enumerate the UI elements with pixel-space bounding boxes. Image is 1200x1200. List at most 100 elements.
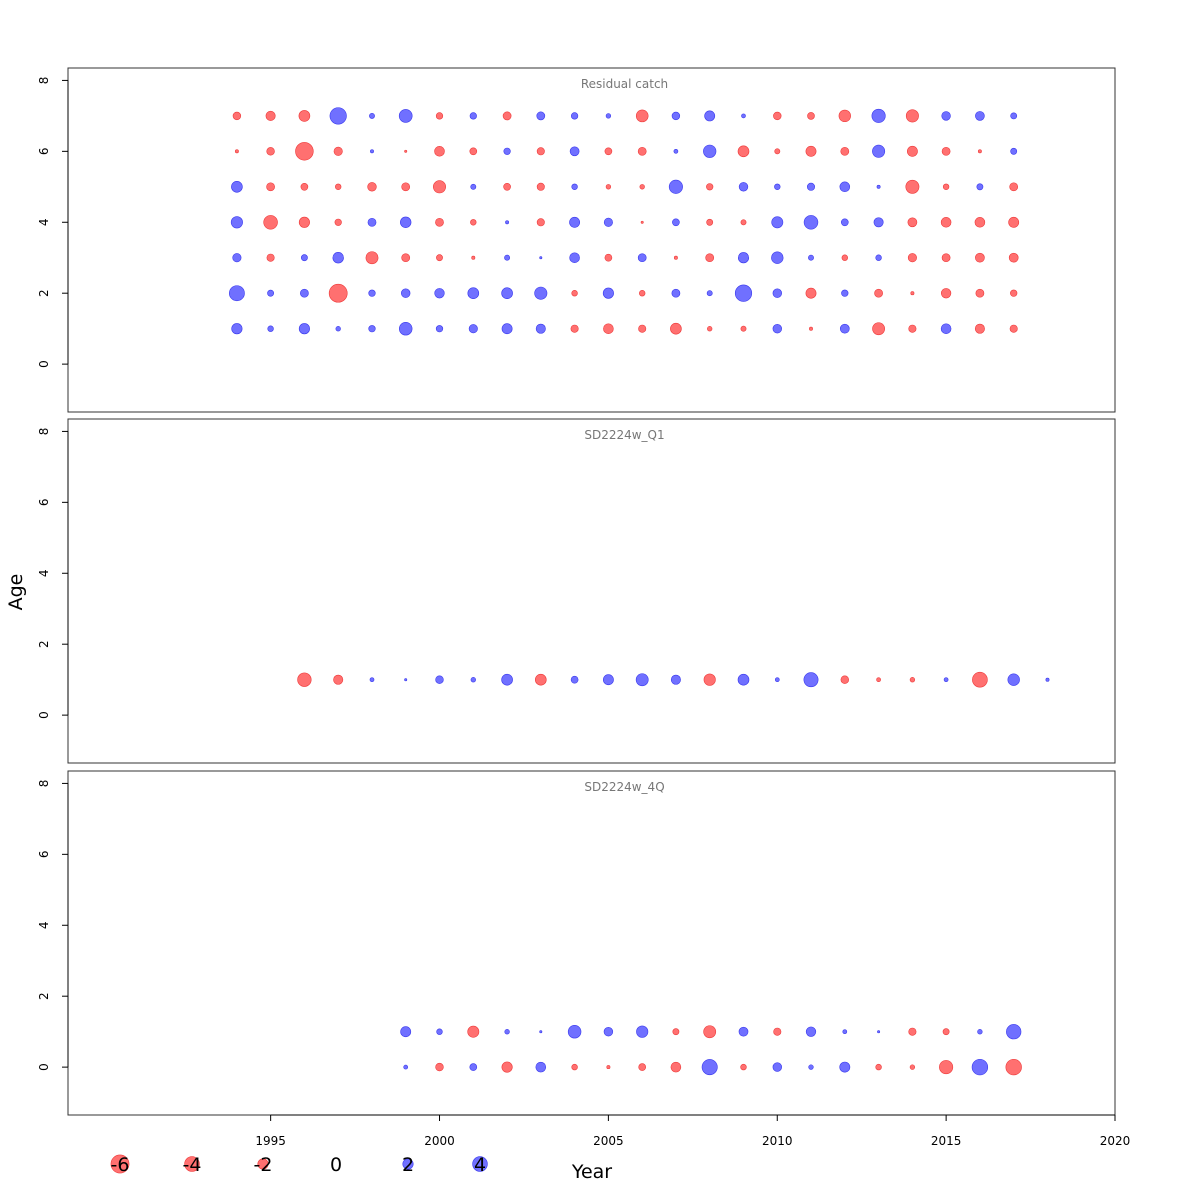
residual-bubble bbox=[1008, 216, 1020, 228]
residual-bubble bbox=[774, 183, 781, 190]
residual-bubble bbox=[871, 108, 886, 123]
residual-bubble bbox=[567, 1024, 582, 1039]
residual-bubble bbox=[840, 218, 849, 227]
residual-bubble bbox=[907, 253, 917, 263]
residual-bubble bbox=[400, 216, 412, 228]
residual-bubble bbox=[638, 324, 647, 333]
residual-bubble bbox=[504, 254, 511, 261]
y-tick-label: 0 bbox=[37, 360, 51, 368]
residual-bubble bbox=[435, 325, 444, 333]
residual-bubble bbox=[637, 253, 647, 263]
residual-bubble bbox=[501, 323, 513, 335]
residual-bubble bbox=[672, 218, 680, 227]
residual-bubble bbox=[942, 1028, 950, 1036]
residual-bubble bbox=[536, 182, 545, 191]
y-tick-label: 4 bbox=[37, 218, 51, 226]
residual-bubble bbox=[703, 144, 717, 158]
residual-bubble bbox=[1007, 673, 1020, 686]
residual-bubble bbox=[805, 145, 817, 157]
residual-bubble bbox=[939, 1060, 954, 1075]
residual-bubble bbox=[940, 288, 952, 299]
y-tick-label: 2 bbox=[37, 992, 51, 1000]
residual-bubble bbox=[635, 109, 649, 123]
residual-bubble bbox=[940, 217, 952, 228]
residual-bubble bbox=[300, 288, 309, 298]
residual-bubble bbox=[1010, 112, 1018, 120]
residual-bubble bbox=[876, 677, 881, 683]
residual-bubble bbox=[807, 112, 815, 120]
residual-bubble bbox=[838, 109, 851, 123]
residual-bubble bbox=[771, 216, 784, 229]
y-tick-label: 2 bbox=[37, 289, 51, 297]
residual-bubble bbox=[333, 674, 344, 685]
residual-bubble bbox=[232, 253, 242, 263]
x-tick-label: 2020 bbox=[1100, 1134, 1131, 1148]
residual-bubble bbox=[504, 1029, 510, 1035]
residual-bubble bbox=[602, 287, 614, 299]
residual-bubble bbox=[706, 290, 713, 297]
residual-bubble bbox=[1010, 147, 1018, 155]
residual-bubble bbox=[334, 218, 342, 226]
residual-bubble bbox=[876, 184, 881, 189]
residual-bubble bbox=[571, 1063, 578, 1071]
residual-bubble bbox=[401, 182, 411, 192]
residual-bubble bbox=[469, 1063, 478, 1071]
residual-bubble bbox=[536, 111, 546, 121]
residual-bubble bbox=[941, 111, 951, 121]
residual-bubble bbox=[803, 672, 819, 688]
residual-bubble bbox=[469, 147, 478, 156]
residual-bubble bbox=[809, 326, 813, 331]
legend-bubble bbox=[110, 1154, 130, 1174]
residual-bubble bbox=[668, 179, 683, 194]
y-tick-label: 8 bbox=[37, 428, 51, 436]
residual-bubble bbox=[1006, 1024, 1022, 1040]
residual-bubble bbox=[329, 107, 347, 125]
residual-bubble bbox=[571, 183, 578, 190]
residual-bubble bbox=[503, 182, 511, 191]
residual-bubble bbox=[469, 112, 477, 120]
y-axis-label: Age bbox=[5, 574, 27, 611]
residual-bubble bbox=[872, 322, 885, 336]
residual-bubble bbox=[298, 110, 311, 122]
residual-bubble bbox=[671, 288, 681, 298]
residual-bubble bbox=[806, 182, 815, 191]
residual-bubble bbox=[604, 147, 613, 156]
residual-bubble bbox=[502, 111, 512, 121]
legend-bubble bbox=[472, 1156, 488, 1172]
residual-bubble bbox=[772, 288, 782, 298]
y-tick-label: 6 bbox=[37, 851, 51, 859]
panel-frame bbox=[67, 418, 1116, 764]
residual-bubble bbox=[335, 183, 342, 190]
residual-bubble bbox=[539, 256, 543, 260]
residual-bubble bbox=[266, 253, 275, 262]
x-axis-label: Year bbox=[571, 1161, 612, 1183]
residual-bubble bbox=[872, 144, 886, 158]
residual-bubble bbox=[771, 251, 784, 264]
residual-bubble bbox=[703, 673, 716, 686]
residual-bubble bbox=[975, 288, 985, 298]
residual-bubble bbox=[570, 112, 579, 120]
residual-bubble bbox=[435, 1062, 444, 1072]
residual-bubble bbox=[943, 677, 949, 683]
residual-bubble bbox=[774, 148, 781, 155]
residual-bubble bbox=[875, 254, 882, 261]
legend-label: 4 bbox=[474, 1154, 486, 1176]
residual-bubble bbox=[703, 1025, 717, 1039]
residual-bubble bbox=[265, 110, 276, 121]
residual-bubble bbox=[707, 326, 713, 332]
residual-bubble bbox=[604, 253, 613, 262]
residual-bubble bbox=[975, 252, 985, 263]
residual-bubble bbox=[637, 146, 647, 156]
residual-bubble bbox=[972, 671, 988, 688]
residual-bubble bbox=[467, 1025, 480, 1038]
residual-bubble bbox=[403, 1064, 409, 1070]
residual-bubble bbox=[877, 1030, 881, 1034]
residual-bubble bbox=[908, 1027, 917, 1036]
residual-bubble bbox=[1010, 289, 1018, 297]
residual-bubble bbox=[300, 254, 308, 262]
residual-bubble bbox=[436, 254, 443, 262]
residual-bubble bbox=[673, 148, 679, 154]
residual-bubble bbox=[369, 677, 375, 683]
residual-bubble bbox=[941, 146, 951, 156]
